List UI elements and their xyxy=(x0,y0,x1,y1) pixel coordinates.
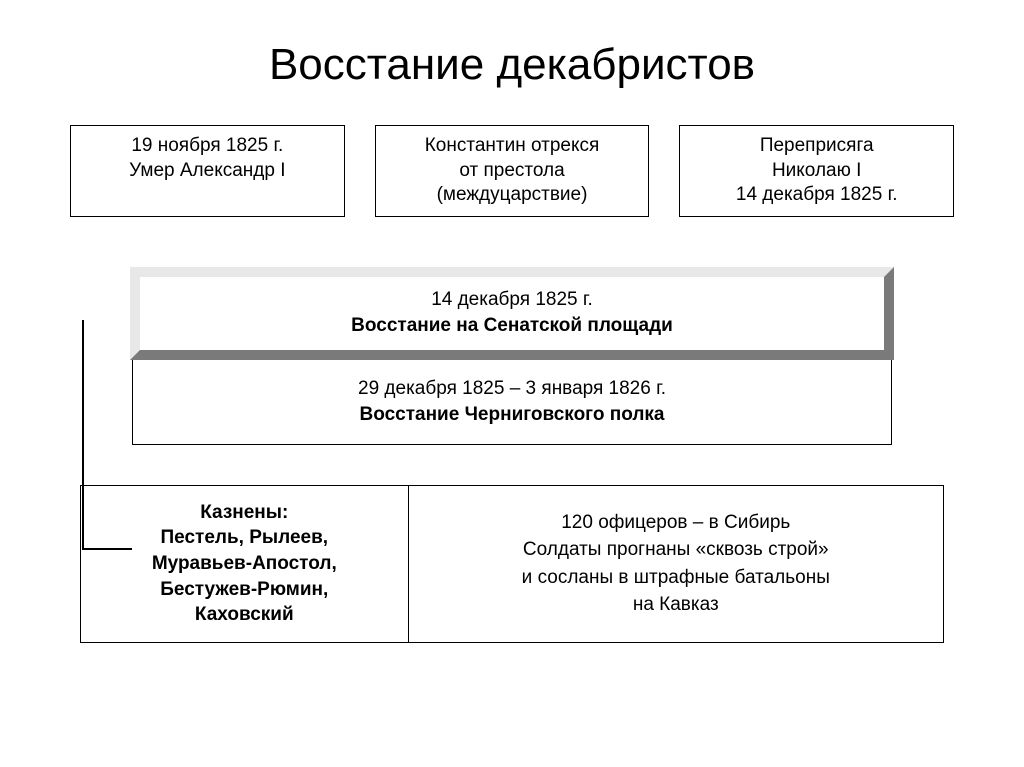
text-line: Николаю I xyxy=(694,159,939,184)
text-line: Муравьев-Апостол, xyxy=(91,551,398,577)
top-box-konstantin-abdication: Константин отрекся от престола (междуцар… xyxy=(375,125,650,217)
text-line: Бестужев-Рюмин, xyxy=(91,577,398,603)
text-line: (междуцарствие) xyxy=(390,183,635,208)
sub-event-chernigov-regiment: 29 декабря 1825 – 3 января 1826 г. Восст… xyxy=(132,360,892,444)
text-line: от престола xyxy=(390,159,635,184)
text-line: 19 ноября 1825 г. xyxy=(85,134,330,159)
text-line: на Кавказ xyxy=(522,591,830,619)
text-line: Казнены: xyxy=(91,500,398,526)
top-row: 19 ноября 1825 г. Умер Александр I Конст… xyxy=(70,125,954,217)
page-title: Восстание декабристов xyxy=(70,40,954,90)
text-line: Переприсяга xyxy=(694,134,939,159)
event-label: Восстание Черниговского полка xyxy=(143,402,881,428)
top-box-reoath-nicholas: Переприсяга Николаю I 14 декабря 1825 г. xyxy=(679,125,954,217)
text-line: Каховский xyxy=(91,602,398,628)
event-date: 29 декабря 1825 – 3 января 1826 г. xyxy=(143,376,881,402)
text-line: 120 офицеров – в Сибирь xyxy=(522,509,830,537)
text-line: и сосланы в штрафные батальоны xyxy=(522,564,830,592)
text-line: Солдаты прогнаны «сквозь строй» xyxy=(522,536,830,564)
event-date: 14 декабря 1825 г. xyxy=(150,287,874,313)
events-block: 14 декабря 1825 г. Восстание на Сенатско… xyxy=(130,267,894,445)
outcomes-row: Казнены: Пестель, Рылеев, Муравьев-Апост… xyxy=(80,485,944,643)
main-event-senate-square: 14 декабря 1825 г. Восстание на Сенатско… xyxy=(130,267,894,360)
text-line: 14 декабря 1825 г. xyxy=(694,183,939,208)
top-box-alexander-death: 19 ноября 1825 г. Умер Александр I xyxy=(70,125,345,217)
outcome-exiled: 120 офицеров – в Сибирь Солдаты прогнаны… xyxy=(409,486,943,642)
text-line: Константин отрекся xyxy=(390,134,635,159)
text-line: Пестель, Рылеев, xyxy=(91,525,398,551)
text-line: Умер Александр I xyxy=(85,159,330,184)
event-label: Восстание на Сенатской площади xyxy=(150,313,874,339)
connector-line xyxy=(82,320,132,550)
